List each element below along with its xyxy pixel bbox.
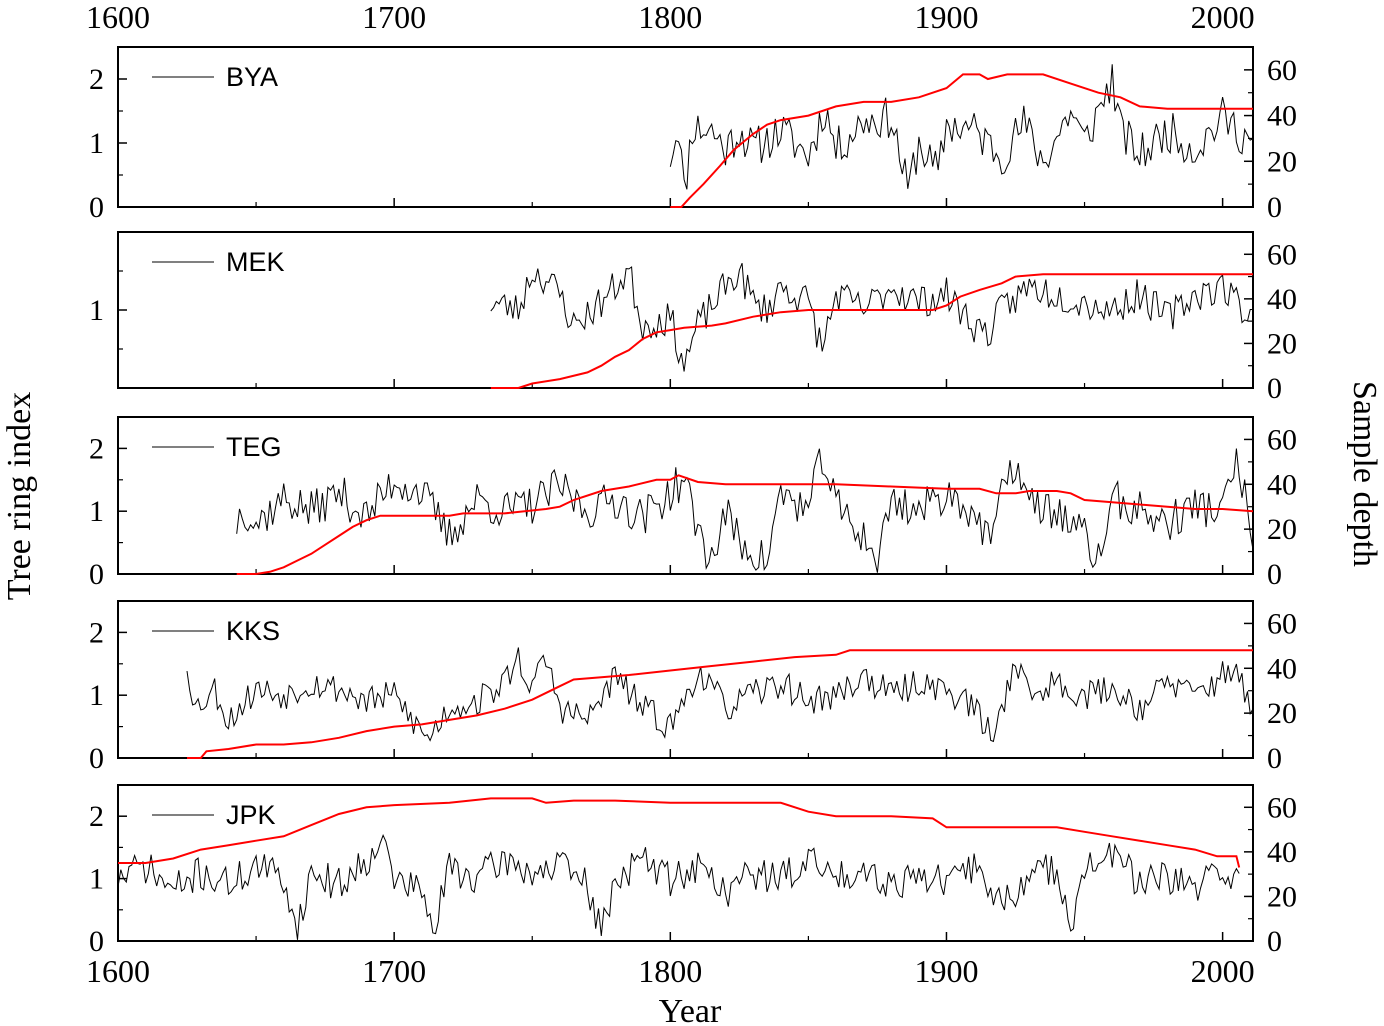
bottom-year-label: 2000 <box>1191 953 1255 989</box>
sample-depth-line-mek <box>490 273 1253 389</box>
legend-label-jpk: JPK <box>226 800 276 830</box>
right-tick-label: 20 <box>1267 880 1297 913</box>
right-tick-label: 40 <box>1267 100 1297 133</box>
bottom-year-label: 1600 <box>86 953 150 989</box>
left-tick-label: 0 <box>89 925 104 958</box>
left-tick-label: 1 <box>89 679 104 712</box>
right-tick-label: 60 <box>1267 423 1297 456</box>
ring-index-line-bya <box>669 64 1254 190</box>
bottom-year-label: 1800 <box>638 953 702 989</box>
right-tick-label: 20 <box>1267 145 1297 178</box>
left-tick-label: 1 <box>89 294 104 327</box>
panel-frame <box>117 231 1254 389</box>
panel-frame <box>117 600 1254 759</box>
sample-depth-line-bya <box>670 73 1253 208</box>
right-tick-label: 60 <box>1267 54 1297 87</box>
ring-index-line-mek <box>490 263 1253 372</box>
left-tick-label: 1 <box>89 495 104 528</box>
right-tick-label: 20 <box>1267 513 1297 546</box>
right-tick-label: 60 <box>1267 607 1297 640</box>
ring-index-line-kks <box>186 647 1254 743</box>
right-tick-label: 20 <box>1267 327 1297 360</box>
bottom-year-label: 1700 <box>362 953 426 989</box>
right-tick-label: 0 <box>1267 372 1282 405</box>
left-tick-label: 0 <box>89 742 104 775</box>
left-tick-label: 2 <box>89 616 104 649</box>
top-year-label: 1700 <box>362 0 426 35</box>
legend-label-teg: TEG <box>226 432 282 462</box>
sample-depth-line-jpk <box>118 797 1241 868</box>
ring-index-line-teg <box>236 448 1254 573</box>
right-tick-label: 0 <box>1267 191 1282 224</box>
panel-frame <box>117 46 1254 208</box>
right-tick-label: 60 <box>1267 791 1297 824</box>
right-tick-label: 60 <box>1267 238 1297 271</box>
left-tick-label: 2 <box>89 63 104 96</box>
left-axis-label: Tree ring index <box>1 392 38 600</box>
left-tick-label: 1 <box>89 863 104 896</box>
panels: 0120204060BYA10204060MEK0120204060TEG012… <box>89 46 1297 958</box>
right-axis-label: Sample depth <box>1346 381 1383 567</box>
top-year-axis: 1600 1700 1800 1900 2000 <box>86 0 1255 35</box>
left-tick-label: 0 <box>89 558 104 591</box>
legend-label-mek: MEK <box>226 247 285 277</box>
top-year-label: 1600 <box>86 0 150 35</box>
sample-depth-line-teg <box>236 474 1254 575</box>
sample-depth-line-kks <box>187 649 1253 759</box>
right-tick-label: 20 <box>1267 697 1297 730</box>
panel-mek: 1 0 20 40 60 MEK <box>89 231 1297 405</box>
top-year-label: 1900 <box>914 0 978 35</box>
left-tick-label: 0 <box>89 191 104 224</box>
right-tick-label: 40 <box>1267 283 1297 316</box>
right-tick-label: 40 <box>1267 468 1297 501</box>
right-tick-label: 0 <box>1267 558 1282 591</box>
panel-frame <box>117 416 1254 575</box>
right-tick-label: 40 <box>1267 836 1297 869</box>
legend-label-bya: BYA <box>226 62 278 92</box>
bottom-year-label: 1900 <box>914 953 978 989</box>
left-tick-label: 2 <box>89 432 104 465</box>
left-tick-label: 2 <box>89 800 104 833</box>
top-year-label: 1800 <box>638 0 702 35</box>
x-axis-label: Year <box>659 993 722 1026</box>
right-tick-label: 40 <box>1267 652 1297 685</box>
panel-frame <box>117 784 1254 942</box>
right-tick-label: 0 <box>1267 742 1282 775</box>
legend-label-kks: KKS <box>226 616 280 646</box>
bottom-year-axis: 1600 1700 1800 1900 2000 <box>86 953 1255 989</box>
right-tick-label: 0 <box>1267 925 1282 958</box>
left-tick-label: 1 <box>89 127 104 160</box>
ring-index-line-jpk <box>117 833 1240 940</box>
top-year-label: 2000 <box>1191 0 1255 35</box>
